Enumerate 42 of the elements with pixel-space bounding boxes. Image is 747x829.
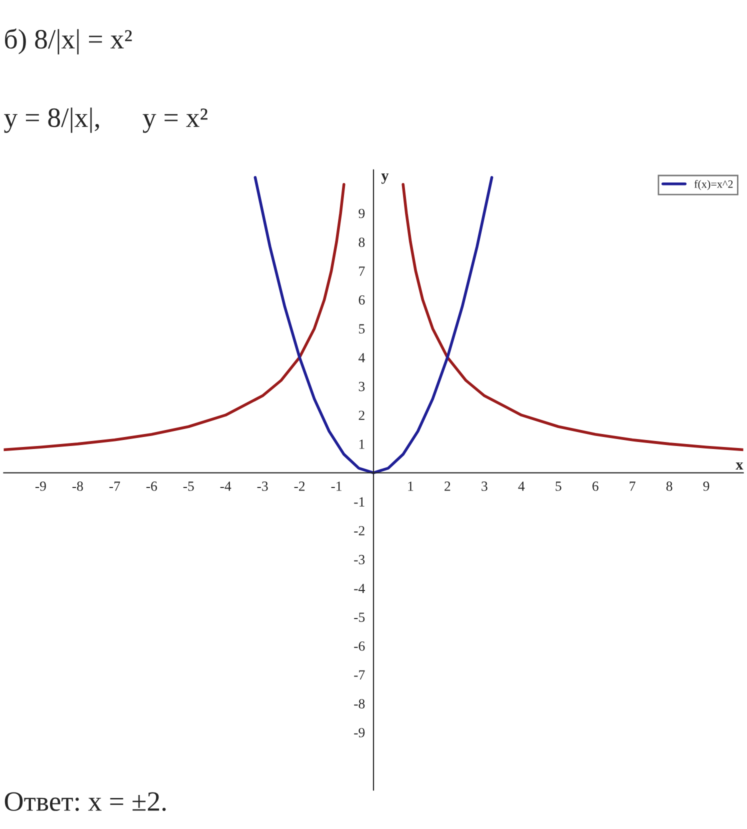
y-tick-label: -3 (354, 554, 365, 564)
text: Ответ: x = ±2. (4, 792, 166, 812)
y-tick-label: -2 (354, 526, 364, 536)
y-tick-label: 9 (358, 208, 365, 218)
y-tick-label: 7 (359, 266, 365, 276)
x-tick-label: 9 (703, 482, 710, 491)
x-tick-label: -8 (72, 482, 83, 491)
y-tick-label: -4 (354, 584, 365, 593)
x-tick-label: -3 (257, 482, 268, 491)
x-tick-label: 2 (444, 482, 450, 491)
legend-label: f(x)=x^2 (694, 180, 733, 190)
chart-title: б) 8/|x| = x² (5, 28, 132, 54)
x-tick-label: -7 (109, 482, 120, 491)
y-tick-label: 8 (358, 238, 365, 248)
x-tick-label: 1 (408, 482, 414, 491)
x-tick-label: 3 (482, 482, 488, 491)
x-tick-label: 8 (666, 482, 672, 491)
x-tick-label: -9 (35, 482, 46, 491)
x-tick-label: -1 (331, 482, 342, 491)
y-tick-label: 4 (358, 353, 365, 362)
y-tick-label: 1 (359, 440, 364, 449)
y-tick-label: 5 (359, 324, 365, 334)
y-tick-label: -7 (354, 670, 365, 680)
y-tick-label: -5 (354, 612, 365, 622)
x-tick-label: 5 (556, 482, 562, 491)
y-tick-label: -8 (354, 699, 365, 708)
x-tick-label: 6 (592, 482, 598, 491)
y-tick-label: 2 (358, 410, 364, 420)
y-tick-label: 3 (358, 382, 365, 392)
x-axis-title: x (736, 462, 744, 470)
x-tick-label: -4 (220, 482, 232, 491)
x-tick-label: -2 (294, 482, 305, 491)
y-tick-label: -9 (354, 728, 365, 738)
y-tick-label: -1 (354, 497, 364, 506)
x-tick-label: -5 (183, 482, 194, 491)
x-tick-label: 4 (518, 482, 525, 491)
y-axis-title: y (381, 173, 389, 184)
x-tick-label: 7 (630, 482, 636, 491)
y-tick-label: -6 (354, 641, 365, 651)
y-tick-label: 6 (358, 295, 365, 305)
chart-subtitle: y = 8/|x|, y = x² (4, 108, 208, 133)
x-tick-label: -6 (146, 482, 158, 491)
